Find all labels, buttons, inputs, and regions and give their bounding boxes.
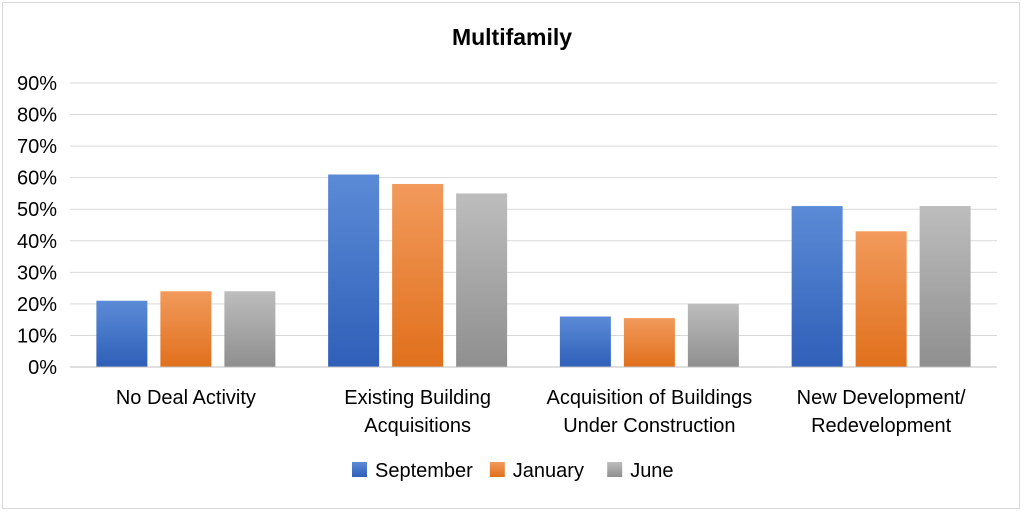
bar-january: [623, 318, 675, 367]
chart-title: Multifamily: [452, 24, 572, 50]
bar-september: [96, 300, 148, 367]
bar-january: [160, 291, 212, 367]
legend-swatch: [607, 462, 623, 477]
bar-june: [687, 303, 739, 367]
legend-label: September: [375, 460, 473, 482]
bar-january: [855, 231, 907, 367]
y-tick-label: 0%: [28, 357, 57, 379]
y-tick-label: 90%: [17, 73, 57, 95]
bar-june: [456, 193, 508, 367]
bar-september: [328, 174, 380, 367]
legend-label: January: [513, 460, 584, 482]
bar-january: [392, 183, 444, 367]
category-label: No Deal Activity: [116, 387, 256, 409]
y-tick-label: 80%: [17, 105, 57, 127]
y-tick-label: 10%: [17, 325, 57, 347]
category-label: Existing Building Acquisitions: [344, 387, 491, 437]
y-tick-label: 70%: [17, 136, 57, 158]
bar-june: [919, 206, 971, 367]
legend-swatch: [352, 462, 367, 477]
bar-june: [224, 291, 276, 367]
y-tick-label: 60%: [17, 168, 57, 190]
category-label: Acquisition of Buildings Under Constructi…: [547, 387, 753, 437]
y-tick-label: 40%: [17, 231, 57, 253]
bars: [96, 174, 971, 367]
legend: September January June: [352, 460, 674, 482]
y-tick-label: 30%: [17, 262, 57, 284]
category-labels: No Deal Activity Existing Building Acquisi…: [116, 387, 966, 437]
y-tick-label: 20%: [17, 294, 57, 316]
y-axis-ticks: 0% 10% 20% 30% 40% 50% 60% 70% 80% 90%: [17, 73, 57, 379]
legend-swatch: [489, 462, 505, 477]
category-label: New Development/Redevelopment: [797, 387, 966, 437]
legend-label: June: [630, 460, 673, 482]
bar-september: [791, 206, 843, 367]
bar-september: [559, 316, 611, 367]
y-tick-label: 50%: [17, 199, 57, 221]
